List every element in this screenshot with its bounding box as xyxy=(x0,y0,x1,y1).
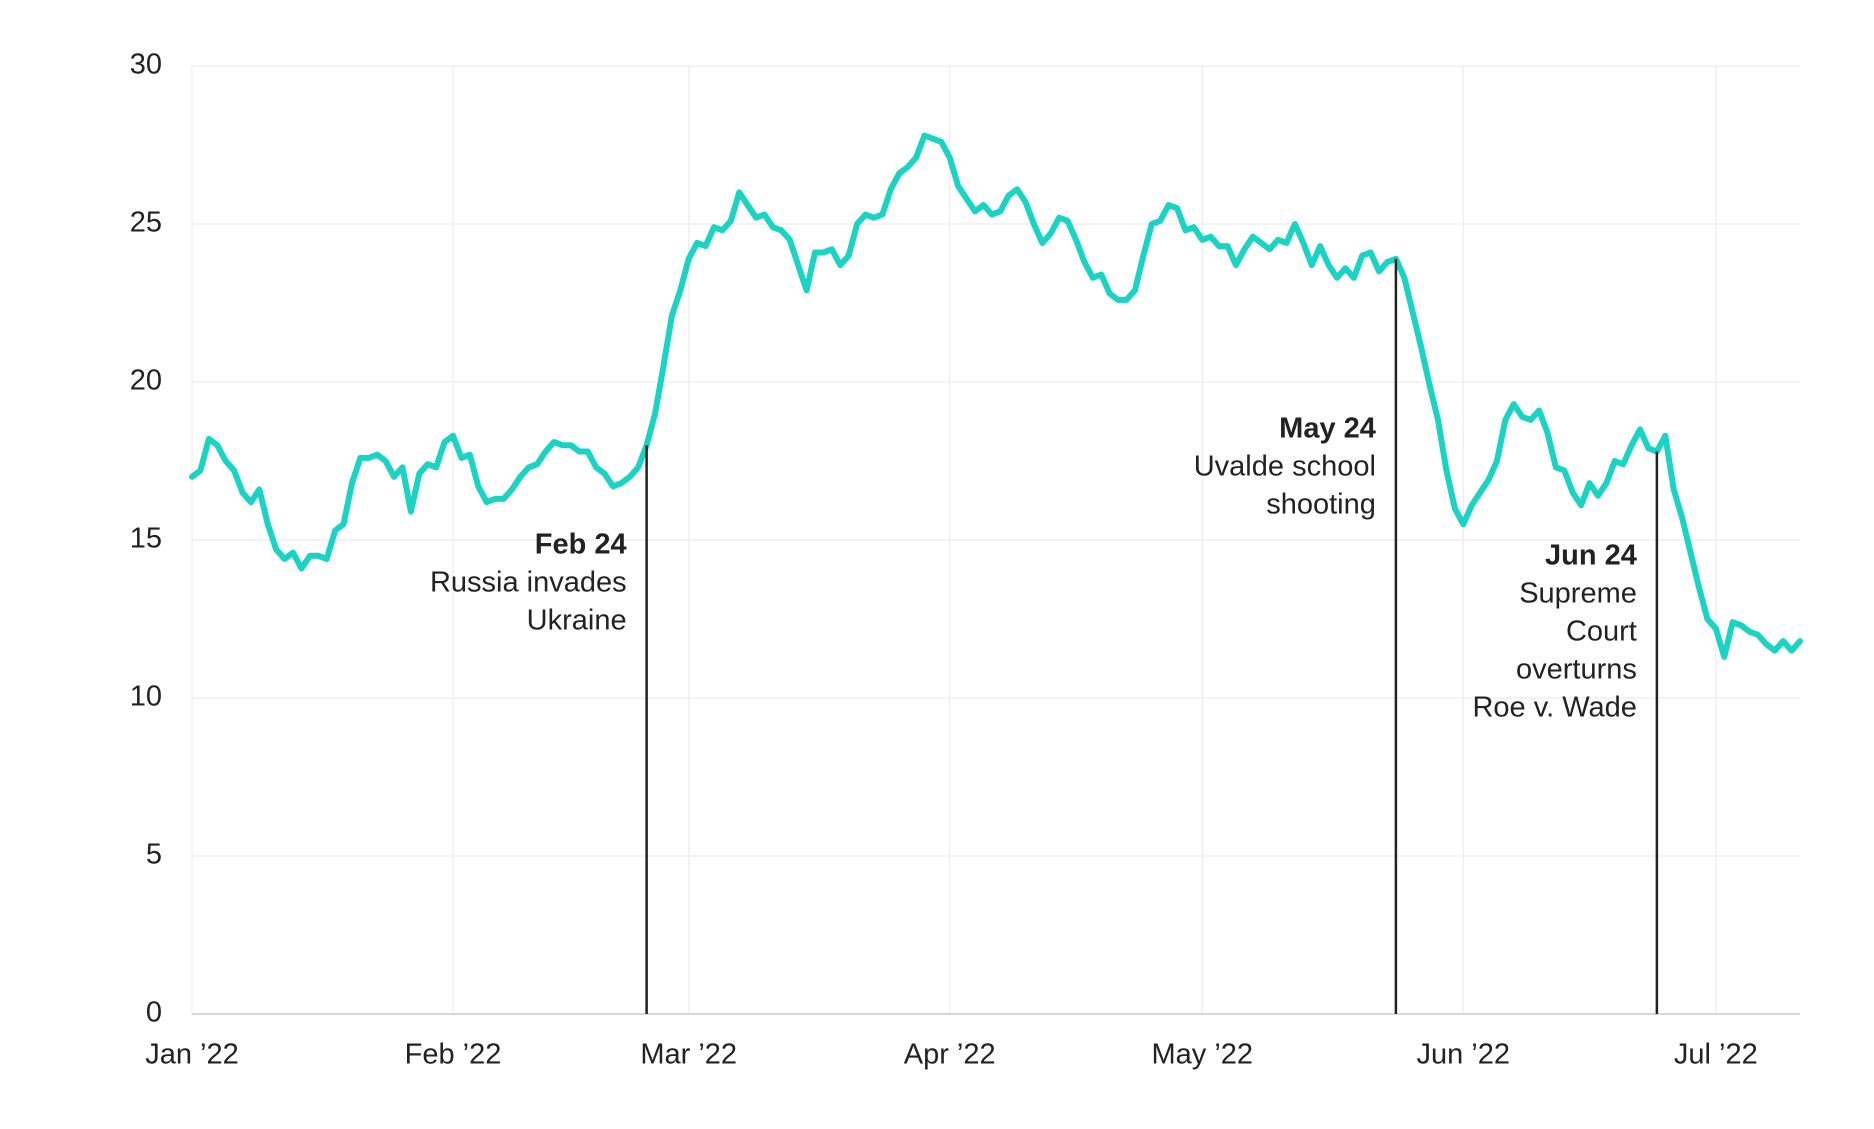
x-tick-label: Jan ’22 xyxy=(145,1039,239,1071)
x-tick-label: Apr ’22 xyxy=(904,1039,996,1071)
x-tick-label: Mar ’22 xyxy=(640,1039,737,1071)
y-tick-label: 20 xyxy=(130,365,162,397)
x-tick-label: Feb ’22 xyxy=(405,1039,502,1071)
annotation-date: Feb 24 xyxy=(535,529,627,561)
annotation-date: Jun 24 xyxy=(1545,540,1637,572)
x-tick-label: Jul ’22 xyxy=(1674,1039,1758,1071)
data-line xyxy=(189,132,1803,660)
y-tick-label: 10 xyxy=(130,681,162,713)
y-tick-label: 30 xyxy=(130,49,162,81)
y-tick-label: 25 xyxy=(130,207,162,239)
y-tick-label: 0 xyxy=(146,997,162,1029)
x-tick-label: Jun ’22 xyxy=(1416,1039,1510,1071)
y-tick-label: 15 xyxy=(130,523,162,555)
y-tick-label: 5 xyxy=(146,839,162,871)
annotation-date: May 24 xyxy=(1279,413,1376,445)
annotation-text: Uvalde school xyxy=(1194,451,1376,483)
annotation-text: overturns xyxy=(1516,654,1637,686)
annotation-text: Russia invades xyxy=(430,567,627,599)
annotation-text: Ukraine xyxy=(527,605,627,637)
annotation-text: shooting xyxy=(1266,489,1376,521)
annotation-text: Supreme xyxy=(1519,578,1637,610)
annotation-text: Roe v. Wade xyxy=(1472,692,1636,724)
annotation-text: Court xyxy=(1566,616,1637,648)
x-tick-label: May ’22 xyxy=(1151,1039,1253,1071)
